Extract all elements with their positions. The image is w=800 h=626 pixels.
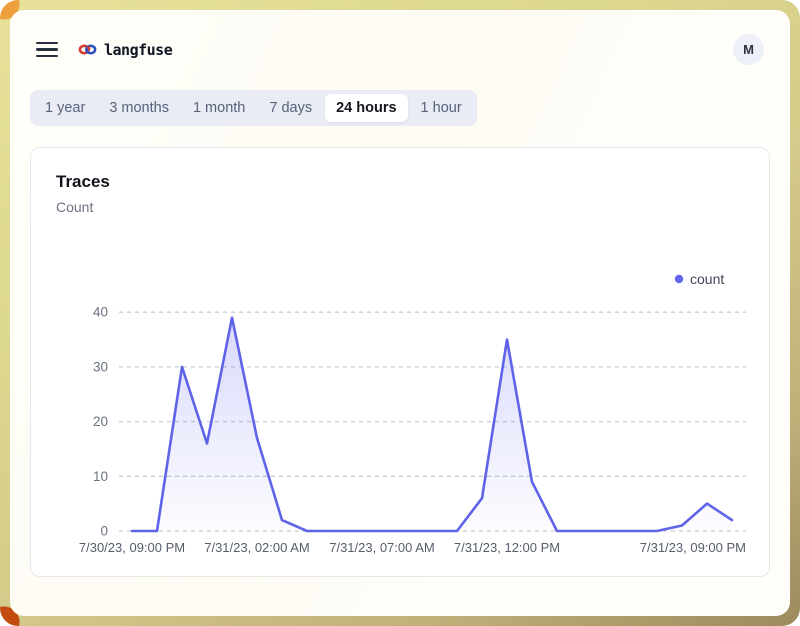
svg-text:7/31/23, 09:00 PM: 7/31/23, 09:00 PM [640, 540, 746, 555]
tab-1-year[interactable]: 1 year [45, 100, 86, 116]
chart-line-count [130, 316, 734, 533]
menu-hamburger-icon[interactable] [36, 41, 58, 58]
user-avatar[interactable]: M [733, 34, 764, 65]
traces-chart-svg: 0 10 20 30 40 7/30/23, 09:00 PM 7/31/23, 02:0… [79, 271, 746, 555]
tab-7-days[interactable]: 7 days [269, 100, 313, 116]
card-title: Traces [56, 172, 110, 191]
brand[interactable]: langfuse [78, 40, 173, 59]
svg-text:7/31/23, 02:00 AM: 7/31/23, 02:00 AM [204, 540, 310, 555]
chart-legend: count [674, 271, 724, 287]
tab-1-hour[interactable]: 1 hour [420, 100, 462, 116]
chart-x-axis-labels: 7/30/23, 09:00 PM 7/31/23, 02:00 AM 7/31/2… [79, 540, 746, 555]
svg-text:20: 20 [93, 414, 108, 429]
time-range-tabs: 1 year 3 months 1 month 7 days 24 hours … [30, 90, 477, 126]
legend-count-dot-icon [674, 274, 684, 284]
tab-1-month[interactable]: 1 month [192, 100, 246, 116]
svg-text:40: 40 [93, 305, 108, 320]
svg-text:30: 30 [93, 359, 108, 374]
svg-text:7/30/23, 09:00 PM: 7/30/23, 09:00 PM [79, 540, 185, 555]
tab-3-months[interactable]: 3 months [109, 100, 169, 116]
svg-text:0: 0 [100, 524, 108, 539]
app-window: langfuse M 1 year 3 months 1 month 7 day… [10, 10, 790, 616]
chart-area-fill [132, 317, 732, 531]
top-navigation-bar: langfuse M [10, 10, 790, 65]
traces-chart-card: Traces Count 0 10 20 30 40 7/30/23, 09:00 PM… [30, 147, 770, 577]
chart-y-axis-labels: 0 10 20 30 40 [93, 305, 108, 539]
card-subtitle: Count [56, 199, 94, 215]
legend-count-label: count [690, 271, 724, 287]
tab-24-hours[interactable]: 24 hours [325, 94, 408, 122]
traces-area-chart[interactable]: 0 10 20 30 40 7/30/23, 09:00 PM 7/31/23, 02:0… [31, 256, 771, 568]
app-title: langfuse [104, 40, 173, 59]
svg-text:7/31/23, 07:00 AM: 7/31/23, 07:00 AM [329, 540, 435, 555]
svg-text:10: 10 [93, 469, 108, 484]
langfuse-knot-logo-icon [78, 42, 97, 57]
svg-text:7/31/23, 12:00 PM: 7/31/23, 12:00 PM [454, 540, 560, 555]
